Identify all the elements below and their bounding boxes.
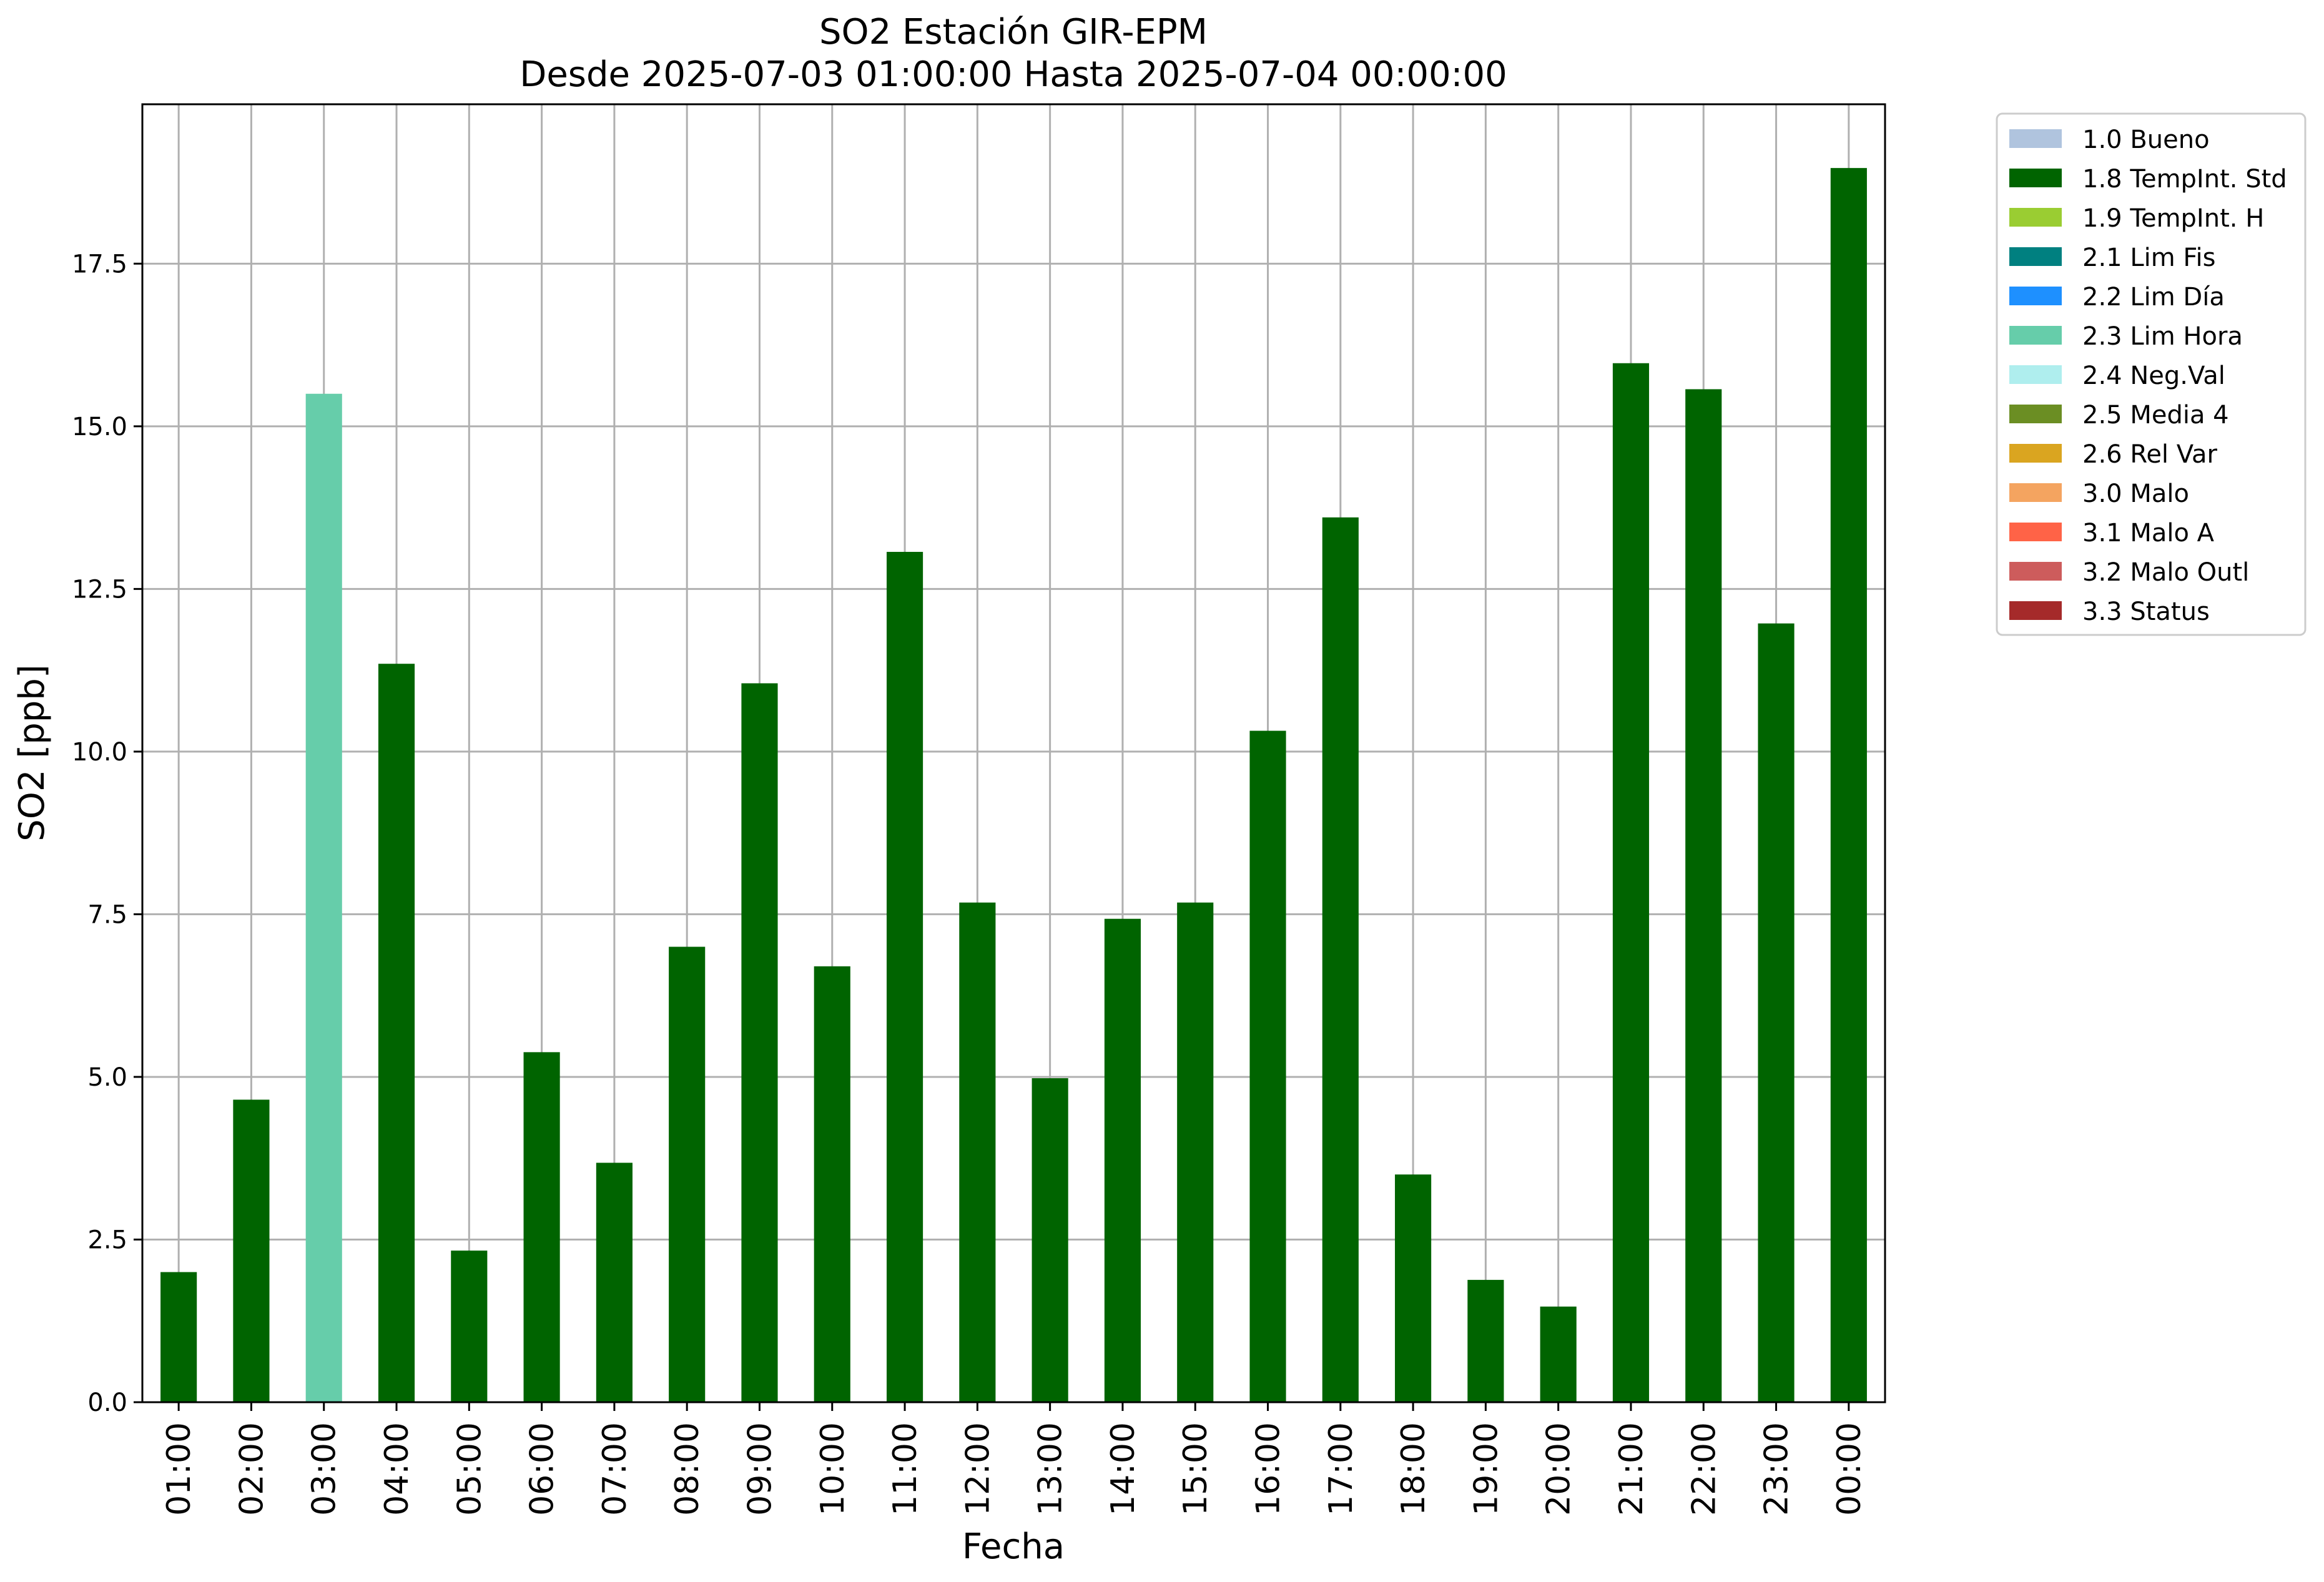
x-tick-label: 22:00: [1685, 1422, 1723, 1516]
x-tick-label: 10:00: [814, 1422, 852, 1516]
bar: [1249, 730, 1286, 1402]
legend-swatch: [2009, 523, 2062, 541]
x-tick-label: 12:00: [959, 1422, 997, 1516]
legend-label: 1.0 Bueno: [2082, 125, 2210, 154]
legend-label: 2.3 Lim Hora: [2082, 322, 2243, 351]
legend-swatch: [2009, 601, 2062, 620]
x-tick-label: 17:00: [1322, 1422, 1360, 1516]
x-tick-label: 07:00: [596, 1422, 634, 1516]
bar: [305, 393, 342, 1402]
x-tick-label: 14:00: [1105, 1422, 1142, 1516]
legend-swatch: [2009, 562, 2062, 581]
legend-label: 1.9 TempInt. H: [2082, 204, 2264, 233]
bar: [1177, 902, 1214, 1402]
legend-swatch: [2009, 483, 2062, 502]
legend-label: 3.0 Malo: [2082, 479, 2189, 508]
legend-swatch: [2009, 365, 2062, 384]
x-tick-label: 02:00: [233, 1422, 270, 1516]
bar: [1104, 918, 1141, 1402]
chart-subtitle: Desde 2025-07-03 01:00:00 Hasta 2025-07-…: [519, 54, 1507, 95]
bar: [959, 902, 996, 1402]
y-tick-label: 12.5: [72, 575, 127, 604]
legend-swatch: [2009, 444, 2062, 463]
x-tick-label: 09:00: [741, 1422, 779, 1516]
x-tick-label: 15:00: [1177, 1422, 1214, 1516]
bar: [1467, 1280, 1504, 1402]
legend-swatch: [2009, 129, 2062, 148]
y-tick-label: 7.5: [87, 900, 127, 929]
bars: [160, 168, 1867, 1403]
x-tick-label: 21:00: [1613, 1422, 1650, 1516]
bar: [1612, 363, 1650, 1403]
bar: [741, 683, 778, 1402]
bar: [1540, 1306, 1577, 1402]
x-tick-label: 20:00: [1540, 1422, 1578, 1516]
x-tick-label: 16:00: [1250, 1422, 1288, 1516]
bar: [1322, 517, 1359, 1402]
x-tick-label: 01:00: [160, 1422, 198, 1516]
bar: [886, 551, 923, 1402]
legend-swatch: [2009, 169, 2062, 187]
bar: [1758, 623, 1795, 1402]
bar: [669, 946, 706, 1402]
x-tick-label: 08:00: [669, 1422, 706, 1516]
y-tick-label: 10.0: [72, 738, 127, 767]
x-axis: 01:00 02:00 03:00 04:00 05:00 06:00 07:00 08:00…: [160, 1402, 1868, 1516]
y-axis: 0.0 2.5 5.0 7.5 10.0 12.5 15.0 17.5: [72, 250, 142, 1417]
y-tick-label: 0.0: [87, 1388, 127, 1417]
bar: [523, 1052, 560, 1402]
plot-frame: [141, 103, 1886, 1403]
x-tick-label: 04:00: [378, 1422, 416, 1516]
x-tick-label: 03:00: [306, 1422, 343, 1516]
y-tick-label: 17.5: [72, 250, 127, 278]
legend-label: 3.2 Malo Outl: [2082, 558, 2249, 587]
x-tick-label: 05:00: [451, 1422, 488, 1516]
legend-label: 2.1 Lim Fis: [2082, 243, 2215, 272]
legend-label: 3.1 Malo A: [2082, 519, 2215, 548]
legend-label: 2.2 Lim Día: [2082, 283, 2225, 312]
x-tick-label: 23:00: [1758, 1422, 1796, 1516]
chart-title: SO2 Estación GIR-EPM: [819, 12, 1208, 52]
legend-label: 1.8 TempInt. Std: [2082, 165, 2287, 194]
bar: [233, 1099, 270, 1402]
y-axis-label: SO2 [ppb]: [12, 664, 52, 841]
legend-swatch: [2009, 287, 2062, 305]
legend-swatch: [2009, 247, 2062, 266]
x-tick-label: 11:00: [887, 1422, 924, 1516]
x-tick-label: 19:00: [1467, 1422, 1505, 1516]
legend-frame: [1996, 112, 2307, 636]
legend-label: 2.4 Neg.Val: [2082, 361, 2225, 390]
legend-swatch: [2009, 208, 2062, 227]
x-tick-label: 00:00: [1831, 1422, 1868, 1516]
legend-label: 2.6 Rel Var: [2082, 440, 2218, 469]
bar: [1685, 389, 1722, 1402]
bar: [814, 966, 850, 1402]
legend-swatch: [2009, 326, 2062, 345]
bar: [451, 1250, 488, 1402]
x-tick-label: 13:00: [1032, 1422, 1070, 1516]
bar: [1032, 1078, 1068, 1402]
bar: [596, 1162, 633, 1402]
x-tick-label: 06:00: [524, 1422, 561, 1516]
bar: [160, 1272, 197, 1402]
legend-label: 2.5 Media 4: [2082, 401, 2229, 430]
bar: [378, 664, 415, 1402]
legend-label: 3.3 Status: [2082, 597, 2210, 626]
bar: [1830, 168, 1867, 1402]
y-tick-label: 5.0: [87, 1063, 127, 1092]
x-axis-label: Fecha: [962, 1526, 1065, 1567]
y-tick-label: 2.5: [87, 1226, 127, 1254]
legend-swatch: [2009, 405, 2062, 423]
y-tick-label: 15.0: [72, 413, 127, 441]
bar: [1395, 1174, 1432, 1402]
x-tick-label: 18:00: [1395, 1422, 1432, 1516]
legend: 1.0 Bueno 1.8 TempInt. Std 1.9 TempInt. H 2…: [1996, 112, 2307, 636]
